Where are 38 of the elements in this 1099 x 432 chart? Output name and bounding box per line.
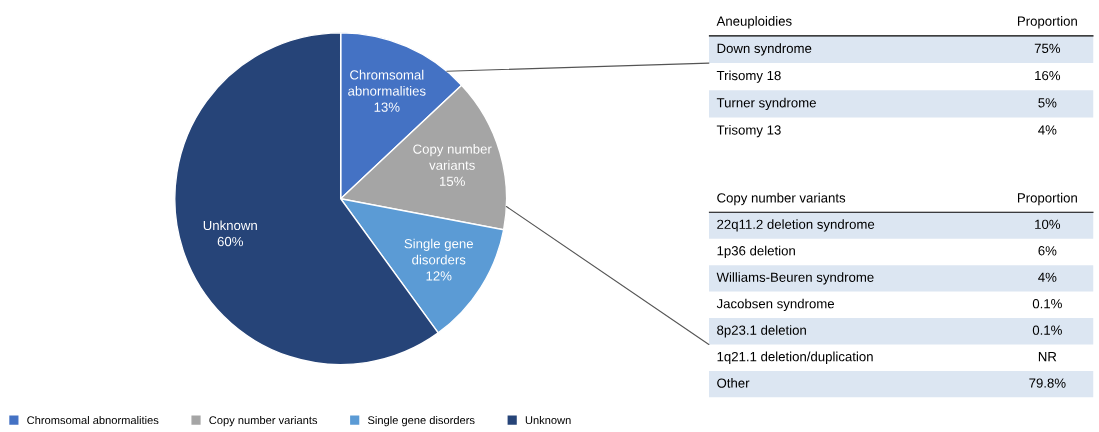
text: 0.1% [1032,325,1062,335]
text: 5% [1038,98,1057,108]
category-label: 8p23.1 deletion [717,325,806,338]
text: 10% [1035,219,1061,229]
category-label: 1p36 deletion [717,245,795,259]
text: 6% [1038,246,1057,256]
slice-label: Unknown [203,220,257,231]
category-label: Turner syndrome [716,97,816,111]
category-label: Other [717,378,750,388]
legend-label: Chromsomal abnormalities [27,415,159,425]
category-label: Trisomy 18 [716,70,781,83]
category-label: Down syndrome [717,43,812,56]
text: Proportion [1017,192,1077,206]
slice-label: Copy number variants [413,144,492,170]
text: 0.1% [1032,299,1062,309]
data-label: 12% [426,271,452,281]
data-label: 60% [217,236,243,247]
text: Copy number variants [717,192,846,206]
legend-label: Unknown [525,415,571,425]
text: Proportion [1017,16,1077,29]
category-label: 1q21.1 deletion/duplication [717,351,873,364]
text: 16% [1035,70,1061,81]
text: 75% [1034,43,1061,54]
category-label: Williams-Beuren syndrome [716,272,874,285]
text: 4% [1038,125,1057,135]
category-label: 22q11.2 deletion syndrome [717,219,875,232]
text: 79.8% [1029,378,1066,388]
data-label: 13% [374,102,400,112]
legend-label: Copy number variants [209,415,318,427]
slice-label: Chromsomal abnormalities [348,69,426,96]
text: Aneuploidies [716,16,792,29]
slice-label: Single gene disorders [404,238,473,265]
category-label: Trisomy 13 [716,124,781,138]
text: 4% [1038,272,1057,282]
data-label: 15% [440,176,465,186]
category-label: Jacobsen syndrome [716,298,835,311]
legend-label: Single gene disorders [367,415,475,427]
text: NR [1038,352,1057,362]
